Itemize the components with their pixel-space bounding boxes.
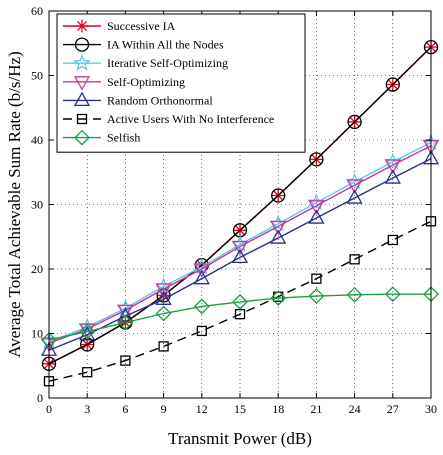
legend-label: Random Orthonormal — [107, 93, 213, 107]
data-point — [270, 229, 287, 244]
data-point — [193, 269, 210, 285]
data-point — [117, 304, 134, 320]
data-point — [271, 188, 286, 203]
legend-entry: Iterative Self-Optimizing — [63, 53, 228, 71]
y-axis-ticks: 0 10 20 30 40 50 60 — [31, 4, 431, 405]
legend-entry: Selfish — [63, 129, 140, 146]
data-point — [79, 325, 96, 341]
legend: Successive IA IA Within All the Nodes Iter… — [56, 13, 306, 153]
data-point — [270, 220, 287, 236]
y-tick-label: 50 — [31, 69, 43, 83]
data-point — [232, 293, 248, 310]
x-tick-label: 24 — [349, 402, 361, 416]
x-tick-label: 27 — [387, 402, 399, 416]
data-point — [78, 317, 97, 335]
x-tick-label: 12 — [196, 402, 208, 416]
data-point — [193, 263, 210, 278]
series-line — [48, 220, 432, 382]
data-point — [384, 169, 401, 184]
legend-label: Self-Optimizing — [107, 75, 185, 89]
data-point — [384, 159, 401, 174]
data-point — [347, 114, 362, 130]
x-axis-ticks: 0 3 6 9 12 15 18 21 24 27 30 — [46, 11, 437, 416]
data-point — [309, 152, 324, 167]
data-point — [117, 307, 134, 322]
data-point — [155, 283, 172, 298]
x-tick-label: 0 — [46, 402, 52, 416]
y-tick-label: 20 — [31, 262, 43, 276]
x-tick-label: 3 — [84, 402, 90, 416]
data-point — [158, 341, 169, 352]
data-point — [308, 200, 325, 215]
y-tick-label: 0 — [37, 391, 43, 405]
legend-entry: Self-Optimizing — [63, 75, 185, 91]
y-tick-label: 30 — [31, 198, 43, 212]
data-point — [349, 254, 360, 265]
data-point — [387, 234, 398, 246]
data-point — [384, 286, 401, 303]
data-point — [79, 323, 96, 340]
x-tick-label: 6 — [122, 402, 128, 416]
series-line — [48, 158, 432, 351]
series-selfish — [41, 286, 439, 348]
series-self-optimizing — [40, 140, 440, 353]
y-tick-label: 10 — [31, 327, 43, 341]
legend-label: Successive IA — [107, 19, 176, 33]
x-tick-label: 30 — [425, 402, 437, 416]
legend-marker — [74, 129, 90, 146]
data-point — [82, 367, 93, 378]
data-point — [273, 291, 284, 302]
y-tick-label: 40 — [31, 133, 43, 147]
series-line — [48, 141, 432, 343]
data-point — [346, 286, 363, 303]
x-tick-label: 18 — [272, 402, 284, 416]
legend-label: IA Within All the Nodes — [107, 38, 224, 52]
data-point — [231, 235, 249, 253]
data-point — [116, 299, 135, 316]
legend-marker — [74, 37, 90, 52]
data-point — [120, 355, 131, 366]
data-point — [311, 273, 322, 284]
legend-marker — [73, 53, 91, 71]
data-point — [308, 288, 325, 305]
data-point — [346, 179, 363, 194]
legend-entry: IA Within All the Nodes — [63, 37, 224, 52]
x-tick-label: 21 — [310, 402, 322, 416]
data-point — [346, 189, 363, 204]
legend-entry: Random Orthonormal — [63, 91, 213, 107]
legend-label: Iterative Self-Optimizing — [107, 56, 228, 70]
legend-marker — [76, 113, 88, 125]
y-axis-label: Average Total Achievable Sum Rate (b/s/H… — [5, 51, 24, 357]
legend-entry: Successive IA — [63, 19, 176, 33]
data-point — [385, 77, 400, 92]
x-axis-label: Transmit Power (dB) — [168, 429, 312, 448]
y-tick-label: 60 — [31, 4, 43, 18]
series-active-users-with-no-interference — [43, 216, 437, 387]
legend-label: Active Users With No Interference — [107, 112, 274, 126]
series-line — [48, 293, 431, 341]
x-tick-label: 15 — [234, 402, 246, 416]
plot-series — [40, 39, 440, 387]
data-point — [155, 290, 172, 305]
data-point — [270, 290, 287, 306]
legend-entry: Active Users With No Interference — [63, 112, 274, 126]
legend-box — [56, 13, 306, 153]
data-point — [196, 325, 207, 337]
data-point — [308, 209, 325, 224]
x-tick-label: 9 — [161, 402, 167, 416]
series-random-orthonormal — [40, 149, 440, 356]
legend-marker — [73, 91, 91, 107]
data-point — [117, 314, 134, 331]
data-point — [231, 248, 249, 264]
legend-label: Selfish — [107, 131, 140, 145]
data-point — [193, 298, 210, 315]
data-point — [231, 240, 249, 256]
series-line — [48, 46, 432, 365]
series-line — [48, 145, 432, 344]
data-point — [155, 305, 172, 322]
legend-marker — [73, 76, 91, 91]
legend-marker — [75, 19, 89, 33]
